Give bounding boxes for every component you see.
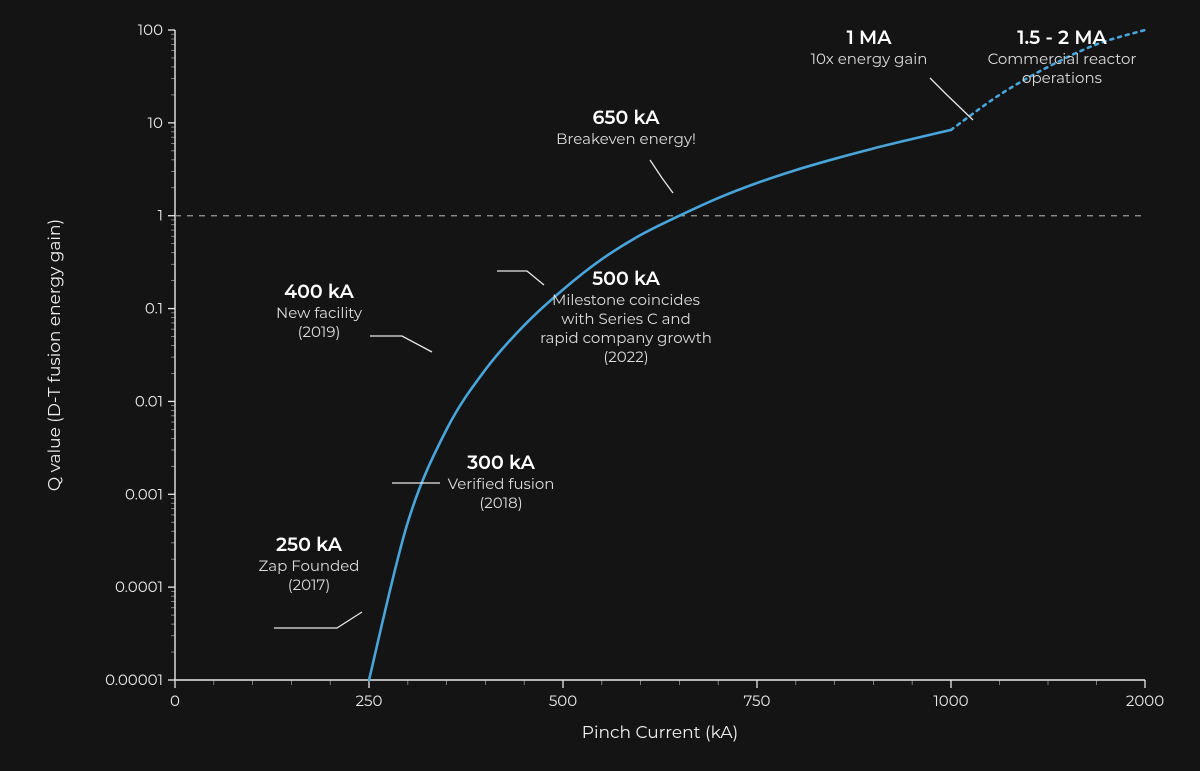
annotation-subtext: 10x energy gain: [811, 49, 928, 68]
x-tick-label: 500: [549, 691, 577, 710]
annotation-subtext: Milestone coincides: [552, 290, 700, 309]
annotation-subtext: operations: [1022, 68, 1102, 87]
annotation-title: 400 kA: [284, 280, 354, 303]
annotation-title: 300 kA: [467, 451, 536, 474]
x-tick-label: 2000: [1126, 691, 1164, 710]
annotation-subtext: Zap Founded: [259, 556, 360, 575]
annotation-title: 1 MA: [847, 26, 893, 49]
y-tick-label: 0.001: [125, 484, 163, 503]
annotation-title: 1.5 - 2 MA: [1017, 26, 1107, 49]
annotation-subtext: (2017): [288, 575, 331, 594]
annotation-subtext: Breakeven energy!: [556, 129, 696, 148]
y-axis-label: Q value (D-T fusion energy gain): [45, 219, 65, 491]
annotation-title: 250 kA: [276, 533, 343, 556]
y-tick-label: 1: [158, 206, 163, 225]
annotation-subtext: New facility: [276, 303, 363, 322]
x-tick-label: 1000: [933, 691, 968, 710]
x-tick-label: 0: [170, 691, 180, 710]
annotation-title: 650 kA: [593, 106, 661, 129]
y-tick-label: 0.0001: [115, 577, 163, 596]
x-tick-label: 250: [356, 691, 383, 710]
annotation-title: 500 kA: [592, 267, 661, 290]
annotation-subtext: with Series C and: [561, 309, 691, 328]
y-tick-label: 10: [148, 113, 163, 132]
fusion-q-chart: 0.000010.00010.0010.010.1110100025050075…: [0, 0, 1200, 771]
annotation-subtext: Commercial reactor: [988, 49, 1137, 68]
y-tick-label: 0.00001: [105, 670, 163, 689]
annotation-subtext: (2022): [603, 347, 648, 366]
annotation-subtext: Verified fusion: [448, 474, 555, 493]
x-axis-label: Pinch Current (kA): [582, 723, 738, 743]
annotation-subtext: (2019): [298, 322, 341, 341]
y-tick-label: 0.1: [145, 299, 163, 318]
annotation-subtext: (2018): [479, 493, 522, 512]
x-tick-label: 750: [744, 691, 771, 710]
y-tick-label: 0.01: [135, 391, 163, 410]
annotation-subtext: rapid company growth: [540, 328, 712, 347]
y-tick-label: 100: [138, 20, 163, 39]
